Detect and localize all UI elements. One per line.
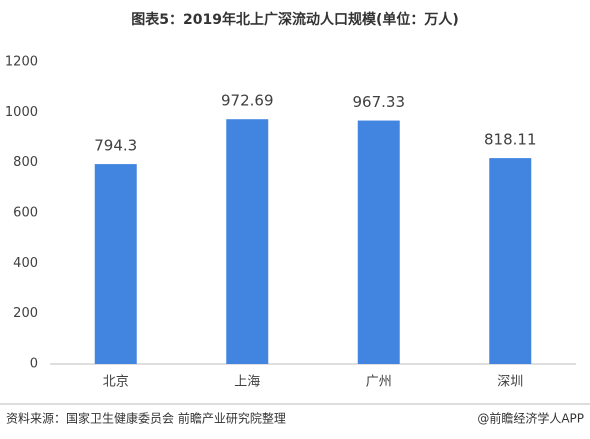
x-tick-label: 上海 — [234, 375, 260, 390]
value-label: 967.33 — [353, 93, 406, 111]
bar — [489, 158, 532, 364]
value-label: 818.11 — [484, 131, 537, 149]
bar — [226, 119, 269, 364]
credit: @前瞻经济学人APP — [477, 411, 584, 426]
x-tick-label: 北京 — [103, 375, 129, 390]
bar — [357, 120, 400, 364]
y-tick-label: 400 — [13, 256, 38, 271]
y-tick-label: 200 — [13, 306, 38, 321]
y-tick-label: 800 — [13, 155, 38, 170]
chart-title: 图表5：2019年北上广深流动人口规模(单位：万人) — [131, 11, 459, 28]
x-tick-label: 深圳 — [497, 375, 523, 390]
source-note: 资料来源：国家卫生健康委员会 前瞻产业研究院整理 — [6, 411, 286, 426]
y-tick-label: 0 — [30, 357, 38, 372]
y-tick-label: 1000 — [5, 105, 38, 120]
value-label: 794.3 — [94, 137, 137, 155]
value-label: 972.69 — [221, 92, 274, 110]
y-tick-label: 600 — [13, 206, 38, 221]
bar — [94, 164, 137, 364]
x-tick-label: 广州 — [366, 375, 392, 390]
y-tick-label: 1200 — [5, 55, 38, 70]
